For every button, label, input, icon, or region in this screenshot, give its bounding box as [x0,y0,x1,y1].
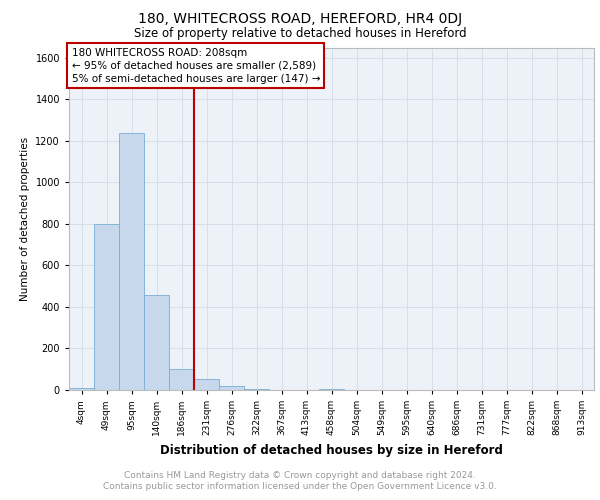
Bar [144,294,169,390]
Bar [169,369,194,390]
Bar [119,132,144,390]
Bar [319,389,344,390]
Text: Contains public sector information licensed under the Open Government Licence v3: Contains public sector information licen… [103,482,497,491]
Text: Size of property relative to detached houses in Hereford: Size of property relative to detached ho… [134,28,466,40]
Text: Contains HM Land Registry data © Crown copyright and database right 2024.: Contains HM Land Registry data © Crown c… [124,471,476,480]
Bar [69,388,94,390]
Bar [194,378,219,390]
Text: 180, WHITECROSS ROAD, HEREFORD, HR4 0DJ: 180, WHITECROSS ROAD, HEREFORD, HR4 0DJ [138,12,462,26]
Bar [219,386,244,390]
Y-axis label: Number of detached properties: Number of detached properties [20,136,30,301]
Bar [244,389,269,390]
Bar [94,224,119,390]
X-axis label: Distribution of detached houses by size in Hereford: Distribution of detached houses by size … [160,444,503,456]
Text: 180 WHITECROSS ROAD: 208sqm
← 95% of detached houses are smaller (2,589)
5% of s: 180 WHITECROSS ROAD: 208sqm ← 95% of det… [71,48,320,84]
